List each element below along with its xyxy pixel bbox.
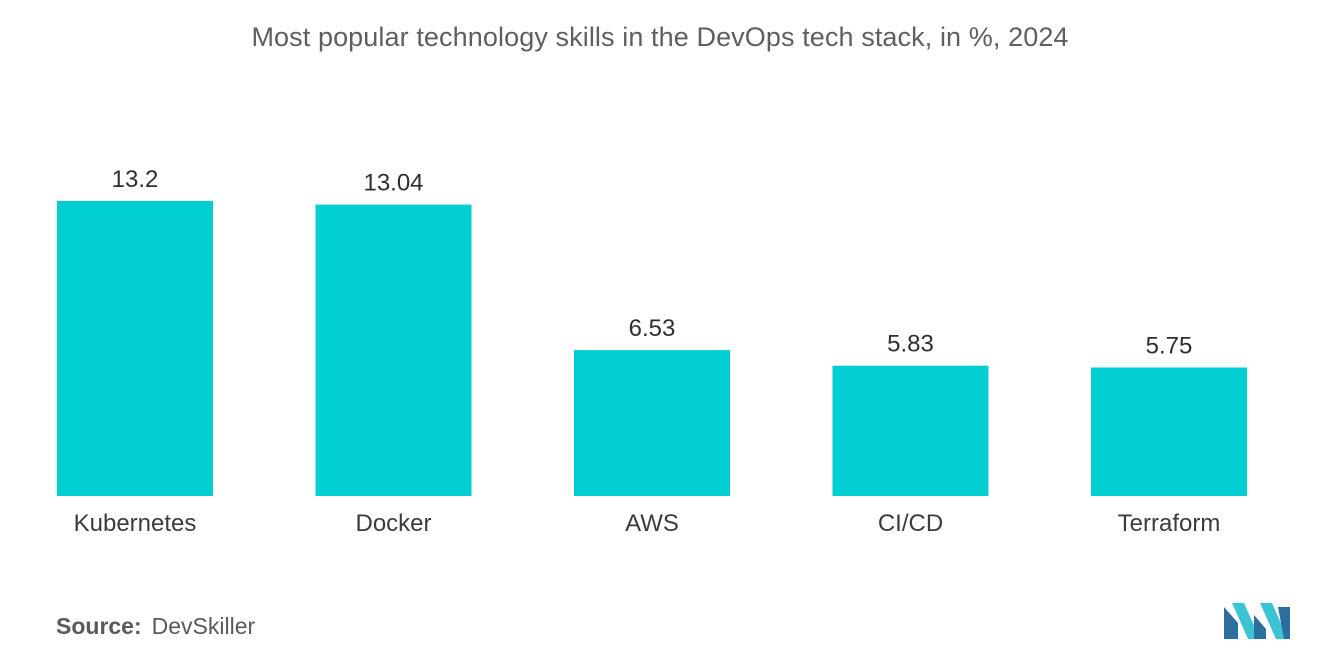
bar-docker — [315, 204, 472, 496]
category-label: Kubernetes — [74, 510, 197, 537]
mordor-logo-icon — [1224, 603, 1290, 639]
value-label: 5.83 — [887, 331, 934, 358]
category-label: Terraform — [1118, 510, 1221, 537]
category-label: Docker — [355, 510, 431, 537]
bar-aws — [574, 350, 730, 496]
source-note: Source: DevSkiller — [56, 613, 255, 640]
value-label: 5.75 — [1146, 333, 1193, 360]
bar-chart: 13.2 Kubernetes 13.04 Docker 6.53 AWS 5.83 CI/C… — [57, 166, 1247, 537]
bar-kubernetes — [57, 201, 213, 496]
bar-ci-cd — [832, 365, 989, 496]
category-label: AWS — [625, 510, 679, 537]
value-label: 13.2 — [112, 166, 159, 193]
category-label: CI/CD — [878, 510, 943, 537]
value-label: 13.04 — [363, 170, 423, 197]
source-label: Source: — [56, 613, 142, 639]
bar-terraform — [1091, 367, 1247, 496]
chart-title: Most popular technology skills in the De… — [251, 22, 1069, 52]
value-label: 6.53 — [629, 315, 676, 342]
source-value: DevSkiller — [151, 613, 256, 639]
